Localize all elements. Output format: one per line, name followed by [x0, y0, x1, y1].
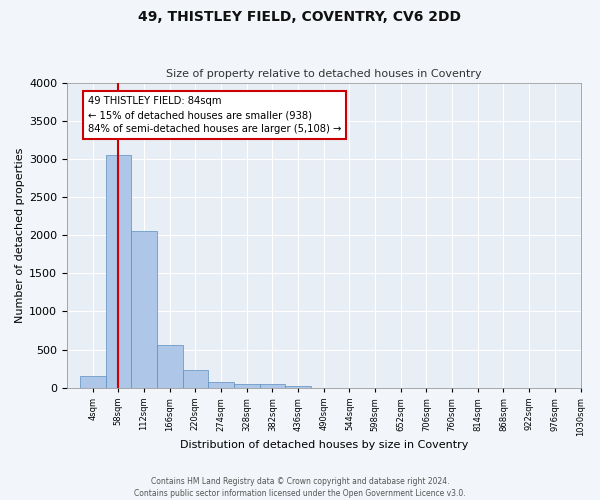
Bar — [80, 376, 106, 388]
Bar — [285, 386, 311, 388]
Bar — [106, 155, 131, 388]
Y-axis label: Number of detached properties: Number of detached properties — [15, 148, 25, 323]
Bar — [260, 384, 285, 388]
Bar — [208, 382, 234, 388]
Text: Contains HM Land Registry data © Crown copyright and database right 2024.
Contai: Contains HM Land Registry data © Crown c… — [134, 476, 466, 498]
Title: Size of property relative to detached houses in Coventry: Size of property relative to detached ho… — [166, 69, 482, 79]
Bar — [157, 345, 182, 388]
Bar — [131, 230, 157, 388]
Bar — [182, 370, 208, 388]
Text: 49, THISTLEY FIELD, COVENTRY, CV6 2DD: 49, THISTLEY FIELD, COVENTRY, CV6 2DD — [139, 10, 461, 24]
Bar — [234, 384, 260, 388]
X-axis label: Distribution of detached houses by size in Coventry: Distribution of detached houses by size … — [179, 440, 468, 450]
Text: 49 THISTLEY FIELD: 84sqm
← 15% of detached houses are smaller (938)
84% of semi-: 49 THISTLEY FIELD: 84sqm ← 15% of detach… — [88, 96, 341, 134]
